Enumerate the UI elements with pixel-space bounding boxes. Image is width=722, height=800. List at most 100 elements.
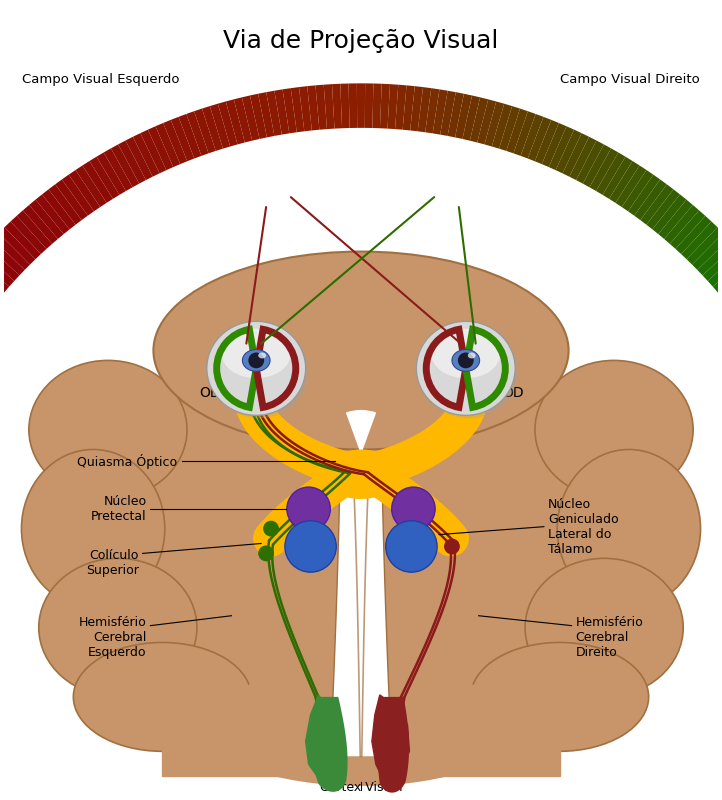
Ellipse shape [419, 324, 518, 418]
Text: Campo Visual Direito: Campo Visual Direito [560, 74, 700, 86]
Polygon shape [0, 239, 25, 275]
Text: Colículo
Superior: Colículo Superior [86, 550, 139, 578]
Ellipse shape [557, 450, 700, 608]
Ellipse shape [203, 667, 519, 786]
Polygon shape [697, 239, 722, 275]
Polygon shape [646, 190, 680, 230]
Polygon shape [653, 194, 687, 234]
Polygon shape [0, 251, 14, 286]
Polygon shape [186, 111, 209, 156]
Ellipse shape [74, 642, 251, 751]
Text: Via de Projeção Visual: Via de Projeção Visual [223, 29, 499, 53]
Polygon shape [0, 245, 19, 281]
Polygon shape [658, 200, 693, 239]
Polygon shape [570, 137, 596, 180]
Polygon shape [62, 174, 94, 216]
Polygon shape [640, 184, 674, 225]
Polygon shape [708, 251, 722, 286]
Circle shape [263, 521, 279, 537]
Polygon shape [388, 84, 399, 129]
Polygon shape [250, 94, 267, 139]
Ellipse shape [431, 329, 500, 378]
Ellipse shape [222, 329, 291, 378]
Polygon shape [316, 85, 327, 130]
Polygon shape [140, 130, 166, 174]
Polygon shape [395, 85, 406, 130]
Polygon shape [82, 161, 113, 203]
Text: Córtex Visual: Córtex Visual [320, 781, 402, 794]
Circle shape [258, 546, 274, 562]
Polygon shape [615, 166, 646, 207]
Polygon shape [463, 95, 480, 141]
Polygon shape [42, 190, 76, 230]
Polygon shape [35, 194, 69, 234]
Ellipse shape [258, 353, 266, 358]
Polygon shape [549, 126, 574, 170]
Polygon shape [162, 697, 560, 776]
Polygon shape [163, 120, 187, 164]
Polygon shape [357, 83, 365, 128]
Polygon shape [492, 104, 512, 149]
Polygon shape [111, 144, 139, 187]
Polygon shape [258, 92, 274, 138]
Text: OE: OE [199, 386, 219, 400]
Polygon shape [432, 90, 448, 134]
Polygon shape [664, 205, 699, 244]
Polygon shape [226, 99, 245, 145]
Polygon shape [372, 695, 409, 781]
Polygon shape [535, 120, 559, 164]
Text: Quiasma Óptico: Quiasma Óptico [77, 454, 177, 469]
Ellipse shape [153, 251, 569, 450]
Circle shape [444, 538, 460, 554]
Polygon shape [562, 133, 589, 177]
Polygon shape [48, 184, 82, 225]
Polygon shape [171, 117, 194, 162]
Polygon shape [323, 84, 334, 129]
Polygon shape [628, 174, 660, 216]
Polygon shape [681, 222, 718, 259]
Polygon shape [305, 695, 342, 781]
Ellipse shape [114, 316, 608, 742]
Polygon shape [609, 161, 640, 203]
Polygon shape [210, 104, 230, 149]
Polygon shape [90, 157, 119, 199]
Ellipse shape [471, 642, 648, 751]
Polygon shape [499, 106, 520, 151]
Polygon shape [470, 98, 488, 142]
Polygon shape [0, 257, 9, 292]
Ellipse shape [39, 558, 197, 697]
Polygon shape [365, 83, 373, 128]
Text: Hemisfério
Cerebral
Direito: Hemisfério Cerebral Direito [575, 616, 643, 659]
Polygon shape [528, 117, 551, 162]
Ellipse shape [321, 450, 401, 499]
Circle shape [391, 487, 435, 530]
Polygon shape [266, 90, 282, 136]
Polygon shape [104, 148, 133, 191]
Text: Núcleo
Pretectal: Núcleo Pretectal [91, 495, 147, 523]
Polygon shape [155, 123, 180, 167]
Polygon shape [202, 106, 223, 151]
Ellipse shape [22, 450, 165, 608]
Polygon shape [670, 210, 705, 249]
Ellipse shape [452, 350, 479, 371]
Polygon shape [403, 86, 415, 130]
Circle shape [248, 353, 264, 368]
Polygon shape [373, 83, 382, 128]
Ellipse shape [535, 361, 693, 499]
Polygon shape [692, 233, 722, 270]
Polygon shape [589, 148, 618, 191]
Polygon shape [312, 697, 347, 792]
Polygon shape [687, 227, 722, 265]
Polygon shape [178, 114, 201, 158]
Polygon shape [576, 141, 604, 184]
Text: OD: OD [503, 386, 524, 400]
Polygon shape [4, 222, 41, 259]
Polygon shape [274, 90, 290, 134]
Polygon shape [194, 109, 216, 154]
Wedge shape [346, 410, 376, 454]
Polygon shape [713, 257, 722, 292]
Ellipse shape [525, 558, 683, 697]
Text: Hemisfério
Cerebral
Esquerdo: Hemisfério Cerebral Esquerdo [79, 616, 147, 659]
Ellipse shape [468, 353, 476, 358]
Polygon shape [11, 216, 46, 254]
